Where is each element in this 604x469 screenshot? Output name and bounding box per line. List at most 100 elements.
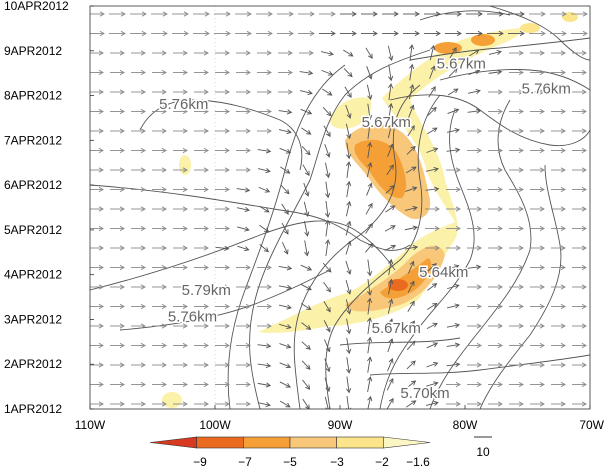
wind-vector-arrow xyxy=(300,108,313,115)
wind-vector-arrow xyxy=(298,30,315,37)
wind-vector-arrow xyxy=(215,284,230,290)
wind-vector-arrow xyxy=(530,186,545,193)
wind-vector-arrow xyxy=(447,283,460,290)
contour-lines xyxy=(90,6,590,409)
wind-vector-arrow xyxy=(404,205,418,211)
wind-vector-arrow xyxy=(194,186,209,193)
wind-vector-arrow xyxy=(300,283,312,291)
colorbar-tick-label: −5 xyxy=(283,455,297,469)
wind-vector-arrow xyxy=(551,342,566,349)
wind-vector-arrow xyxy=(488,147,503,154)
wind-vector-arrow xyxy=(152,342,167,349)
wind-vector-arrow xyxy=(259,244,269,253)
wind-vector-arrow xyxy=(446,303,460,309)
wind-vector-arrow xyxy=(323,281,331,293)
y-tick-label: 8APR2012 xyxy=(4,89,62,103)
wind-vector-arrow xyxy=(508,30,525,37)
wind-vector-arrow xyxy=(467,128,482,134)
wind-vector-arrow xyxy=(131,147,146,154)
shading-core-spot xyxy=(388,279,408,291)
wind-vector-arrow xyxy=(110,264,125,271)
wind-vector-arrow xyxy=(488,381,503,388)
wind-vector-arrow xyxy=(173,362,188,368)
wind-vector-arrow xyxy=(447,108,460,114)
wind-vector-arrow xyxy=(427,283,438,291)
wind-vector-arrow xyxy=(324,162,331,179)
wind-vector-arrow xyxy=(530,342,545,349)
wind-vector-arrow xyxy=(324,200,331,218)
wind-vector-arrow xyxy=(152,186,167,193)
wind-vector-arrow xyxy=(509,342,524,349)
wind-vector-arrow xyxy=(110,362,125,368)
wind-vector-arrow xyxy=(152,264,167,271)
wind-vector-arrow xyxy=(530,89,545,95)
wind-vector-arrow xyxy=(109,11,126,17)
contour-line xyxy=(325,94,441,409)
wind-vector-arrow xyxy=(110,128,125,134)
y-tick-label: 5APR2012 xyxy=(4,223,62,237)
wind-vector-arrow xyxy=(487,11,504,17)
wind-vector-arrow xyxy=(236,401,251,407)
contour-line xyxy=(339,337,461,346)
wind-vector-arrow xyxy=(551,381,566,388)
wind-vector-arrow xyxy=(152,167,167,173)
wind-vector-arrow xyxy=(365,222,373,234)
wind-vector-arrow xyxy=(277,30,294,37)
wind-vector-arrow xyxy=(446,401,461,407)
wind-vector-arrow xyxy=(131,342,146,349)
wind-vector-arrow xyxy=(215,381,230,388)
wind-vector-arrow xyxy=(110,225,125,232)
wind-vector-arrow xyxy=(488,303,503,310)
wind-vector-arrow xyxy=(193,30,210,37)
wind-vector-arrow xyxy=(446,127,460,134)
wind-vector-arrow xyxy=(467,206,482,212)
wind-vector-arrow xyxy=(488,128,503,134)
wind-vector-arrow xyxy=(387,45,394,62)
wind-vector-arrow xyxy=(467,362,482,368)
wind-vector-arrow xyxy=(236,303,251,310)
wind-vector-arrow xyxy=(466,30,483,37)
shading-band-upper-left xyxy=(330,97,372,129)
wind-vector-arrow xyxy=(551,362,566,368)
wind-vector-arrow xyxy=(446,245,461,251)
wind-vector-arrow xyxy=(152,362,167,368)
wind-vector-arrow xyxy=(277,11,294,17)
wind-vector-arrow xyxy=(386,377,394,391)
contour-line xyxy=(369,354,590,376)
wind-vector-arrow xyxy=(467,225,482,232)
wind-vector-arrow xyxy=(572,206,587,212)
wind-vector-arrow xyxy=(345,123,352,140)
contour-line xyxy=(439,69,590,91)
wind-vector-arrow xyxy=(446,167,461,173)
contour-line xyxy=(389,94,590,147)
wind-vector-arrow xyxy=(382,11,399,17)
wind-vector-arrow xyxy=(530,303,545,310)
wind-vector-arrow xyxy=(215,323,230,329)
wind-vector-arrow xyxy=(256,11,273,17)
wind-vector-arrow xyxy=(110,303,125,310)
wind-vector-arrow xyxy=(257,69,272,76)
contour-line xyxy=(249,49,431,409)
wind-vector-arrow xyxy=(173,264,188,271)
wind-vector-arrow xyxy=(131,128,146,134)
wind-vector-arrow xyxy=(530,381,545,388)
wind-vector-arrow xyxy=(236,147,251,154)
x-axis: 110W 100W 90W 80W 70W xyxy=(75,405,604,432)
wind-vector-arrow xyxy=(152,401,167,407)
wind-vector-arrow xyxy=(530,147,545,154)
wind-vector-arrow xyxy=(365,202,373,215)
y-tick-label: 1APR2012 xyxy=(4,402,62,416)
wind-vector-arrow xyxy=(110,50,125,56)
contour-label: 5.76km xyxy=(522,80,571,97)
wind-vector-arrow xyxy=(194,50,209,56)
wind-vector-arrow xyxy=(194,323,209,329)
wind-vector-arrow xyxy=(320,51,334,57)
wind-vector-arrow xyxy=(365,47,373,59)
wind-vector-arrow xyxy=(301,146,311,156)
wind-vector-arrow xyxy=(236,187,251,193)
wind-vector-arrow xyxy=(530,401,545,407)
wind-vector-arrow xyxy=(509,128,524,134)
contour-label: 5.67km xyxy=(362,114,411,131)
wind-vector-arrow xyxy=(257,108,272,115)
wind-vector-arrow xyxy=(367,103,373,121)
